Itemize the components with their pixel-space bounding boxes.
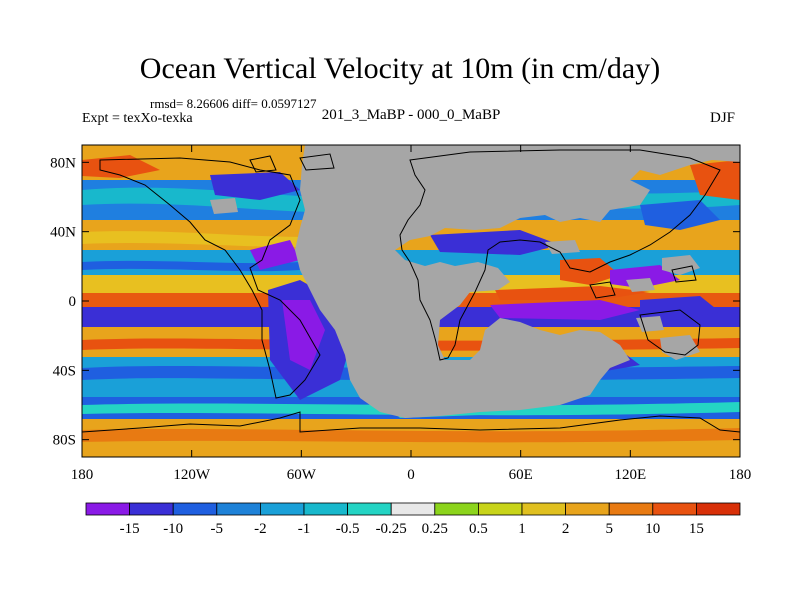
ocean-pattern (640, 200, 720, 230)
ocean-pattern (690, 160, 740, 200)
colorbar-label: -15 (120, 521, 140, 537)
ocean-pattern (82, 231, 330, 247)
period-label: 201_3_MaBP - 000_0_MaBP (321, 107, 501, 123)
colorbar-label: 1 (518, 521, 526, 537)
colorbar-swatch (390, 502, 436, 516)
ocean-pattern (82, 260, 300, 272)
ocean-pattern (495, 286, 650, 300)
colorbar-swatch (434, 502, 479, 516)
ocean-pattern (640, 296, 720, 320)
colorbar-label: -5 (211, 521, 224, 537)
ocean-pattern (282, 300, 325, 370)
colorbar-label: -2 (254, 521, 267, 537)
colorbar-swatch (565, 502, 610, 516)
ocean-pattern (430, 230, 560, 255)
y-tick-label: 40S (53, 363, 76, 379)
experiment-label: Expt = texXo-texka (82, 111, 193, 126)
landmass (660, 335, 700, 360)
landmass (626, 278, 655, 292)
x-tick-label: 120E (614, 467, 646, 483)
y-tick-label: 40N (50, 225, 76, 241)
coastline-overlay (99, 157, 321, 399)
coastline-overlay (399, 149, 721, 361)
season-label: DJF (710, 110, 736, 126)
coastline-overlay (671, 265, 697, 283)
colorbar-swatch (259, 502, 305, 516)
x-tick-label: 180 (729, 467, 752, 483)
colorbar-swatch (129, 502, 174, 516)
y-tick-label: 80N (50, 155, 76, 171)
coastline-overlay (82, 411, 740, 433)
y-tick-label: 80S (53, 433, 76, 449)
stats-label: rmsd= 8.26606 diff= 0.0597127 (150, 96, 317, 111)
colorbar: -15 -10 -5 -2 -1 -0.5 -0.25 0.25 0.5 1 2 5 10 15 (85, 502, 741, 537)
landmass (636, 316, 664, 332)
colorbar-swatch (172, 502, 218, 516)
y-tick-label: 0 (69, 294, 77, 310)
x-tick-label: 180 (71, 467, 94, 483)
colorbar-label: 5 (605, 521, 613, 537)
landmass (545, 240, 580, 254)
colorbar-label: -0.5 (336, 521, 360, 537)
colorbar-label: 0.25 (422, 521, 448, 537)
colorbar-swatch (608, 502, 654, 516)
colorbar-label: 0.5 (469, 521, 488, 537)
x-tick-label: 120W (173, 467, 211, 483)
y-axis: 80N 40N 0 40S 80S (50, 155, 740, 449)
landmass (430, 172, 478, 196)
colorbar-label: -10 (163, 521, 183, 537)
coastline-overlay (249, 155, 277, 173)
colorbar-label: 2 (562, 521, 570, 537)
chart-title: Ocean Vertical Velocity at 10m (in cm/da… (139, 52, 661, 85)
x-tick-label: 60W (287, 467, 317, 483)
landmass (210, 198, 238, 214)
colorbar-swatch (477, 502, 523, 516)
colorbar-label: 15 (689, 521, 704, 537)
colorbar-label: -0.25 (376, 521, 407, 537)
colorbar-label: -1 (298, 521, 311, 537)
map-area (82, 145, 740, 457)
landmass (295, 145, 740, 418)
ocean-pattern (82, 428, 740, 443)
x-tick-label: 0 (407, 467, 415, 483)
colorbar-swatch (303, 502, 348, 516)
x-tick-label: 60E (509, 467, 533, 483)
ocean-pattern (82, 155, 160, 178)
colorbar-swatch (521, 502, 566, 516)
colorbar-label: 10 (645, 521, 660, 537)
coastline-overlay (589, 281, 616, 299)
ocean-pattern (210, 172, 300, 200)
ocean-pattern (250, 240, 300, 270)
colorbar-swatch (85, 502, 130, 516)
colorbar-swatch (652, 502, 697, 516)
colorbar-swatch (696, 502, 741, 516)
ocean-pattern (490, 300, 640, 320)
coastline-overlay (299, 153, 335, 171)
colorbar-swatch (347, 502, 392, 516)
colorbar-swatch (216, 502, 261, 516)
x-axis: 180 120W 60W 0 60E 120E 180 (71, 145, 752, 483)
coastline-overlay (639, 309, 701, 356)
